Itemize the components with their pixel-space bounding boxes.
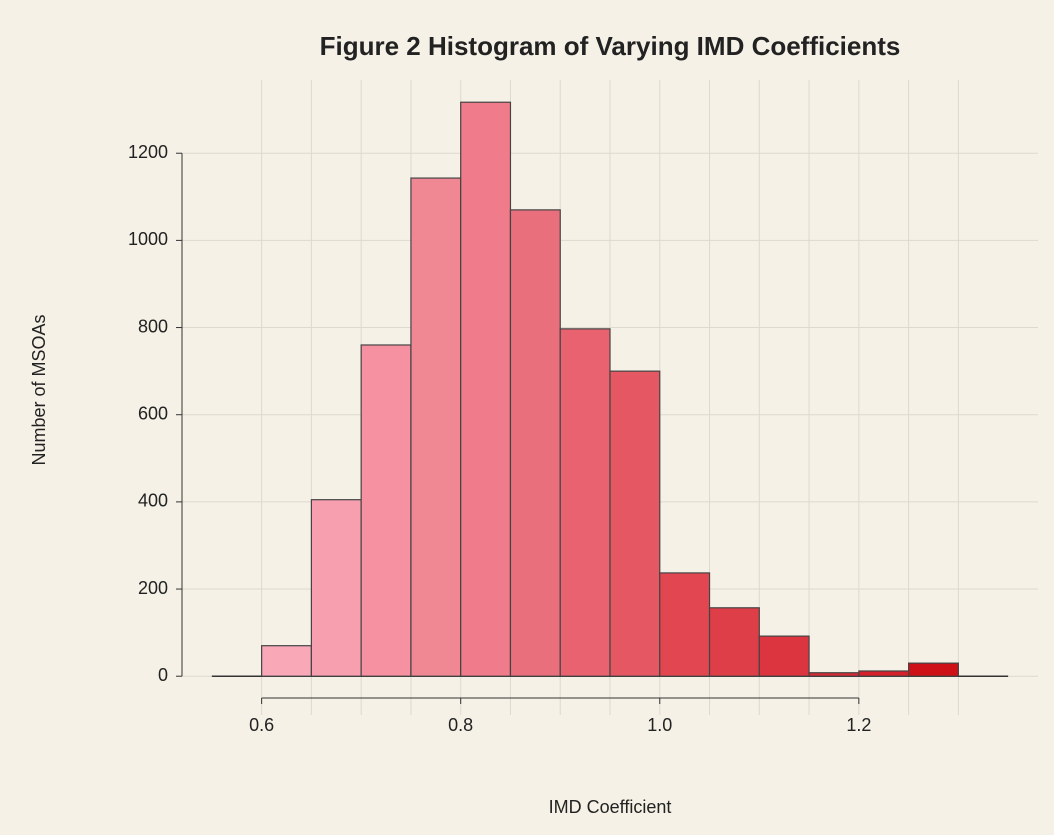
y-axis-label: Number of MSOAs — [29, 314, 49, 465]
bar — [410, 177, 462, 677]
x-tick-label: 0.6 — [249, 715, 274, 735]
bar — [559, 328, 611, 677]
bar — [808, 672, 860, 677]
y-tick-label: 1000 — [128, 229, 168, 249]
bar — [360, 344, 412, 677]
y-tick-label: 400 — [138, 491, 168, 511]
bar — [310, 499, 362, 677]
bar — [509, 209, 561, 677]
y-tick-label: 1200 — [128, 142, 168, 162]
bar — [858, 670, 910, 677]
bar — [261, 645, 312, 677]
x-axis-label: IMD Coefficient — [549, 797, 672, 817]
y-tick-label: 800 — [138, 316, 168, 336]
bar — [708, 607, 760, 677]
x-tick-label: 1.2 — [846, 715, 871, 735]
y-tick-label: 200 — [138, 578, 168, 598]
x-tick-label: 1.0 — [647, 715, 672, 735]
x-tick-label: 0.8 — [448, 715, 473, 735]
y-tick-label: 0 — [158, 665, 168, 685]
bar — [460, 101, 512, 677]
bar — [609, 370, 661, 677]
y-tick-label: 600 — [138, 403, 168, 423]
chart-title: Figure 2 Histogram of Varying IMD Coeffi… — [320, 31, 901, 61]
bar — [659, 572, 711, 677]
bar — [758, 635, 810, 677]
bar — [908, 662, 959, 677]
